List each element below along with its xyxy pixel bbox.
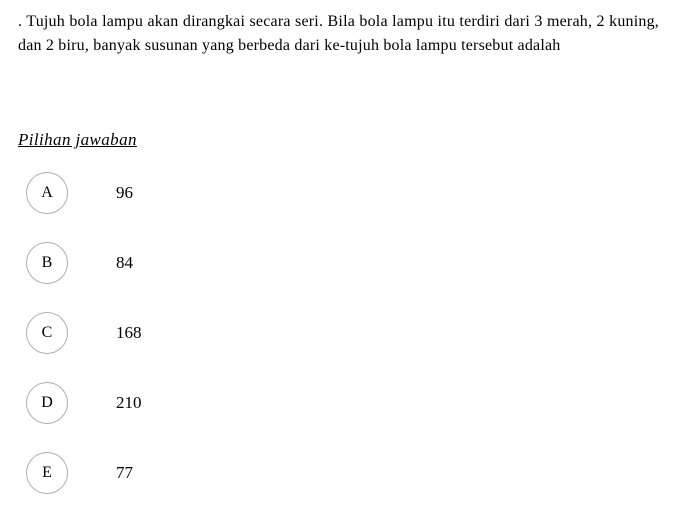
option-letter: D [41, 394, 53, 412]
option-c-value: 168 [116, 323, 142, 343]
option-letter: B [42, 254, 53, 272]
option-b-value: 84 [116, 253, 133, 273]
question-text: . Tujuh bola lampu akan dirangkai secara… [18, 10, 659, 58]
option-row: D 210 [26, 382, 659, 424]
option-letter: E [42, 464, 52, 482]
option-a-value: 96 [116, 183, 133, 203]
option-letter: A [41, 184, 53, 202]
option-row: A 96 [26, 172, 659, 214]
option-letter: C [42, 324, 53, 342]
option-c-button[interactable]: C [26, 312, 68, 354]
options-list: A 96 B 84 C 168 D 210 E 77 [18, 172, 659, 494]
option-d-button[interactable]: D [26, 382, 68, 424]
option-row: E 77 [26, 452, 659, 494]
option-row: B 84 [26, 242, 659, 284]
option-a-button[interactable]: A [26, 172, 68, 214]
option-row: C 168 [26, 312, 659, 354]
answer-section-title: Pilihan jawaban [18, 130, 659, 150]
option-d-value: 210 [116, 393, 142, 413]
option-e-value: 77 [116, 463, 133, 483]
option-b-button[interactable]: B [26, 242, 68, 284]
option-e-button[interactable]: E [26, 452, 68, 494]
